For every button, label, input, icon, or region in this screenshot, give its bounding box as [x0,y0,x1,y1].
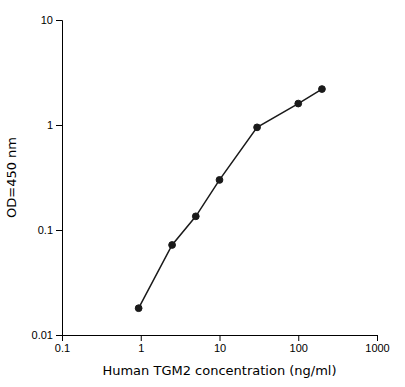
data-point [216,177,223,184]
x-tick-label: 100 [290,342,308,354]
x-axis-title: Human TGM2 concentration (ng/ml) [102,363,336,378]
y-tick: 0.01 [32,329,62,341]
x-tick-label: 1 [138,342,144,354]
x-tick-mark [377,335,378,341]
y-tick: 0.1 [38,224,62,236]
y-tick-mark [56,230,62,231]
y-axis-line [56,21,63,336]
x-tick-mark [298,335,299,341]
x-tick: 10 [214,335,226,354]
x-tick-label: 1000 [365,342,389,354]
y-tick-mark [56,125,62,126]
x-tick-label: 10 [214,342,226,354]
chart-svg: 0.111010010000.010.1110Human TGM2 concen… [0,0,405,387]
x-tick-mark [220,335,221,341]
data-layer [135,86,325,312]
data-point [169,242,176,249]
data-point [254,124,261,131]
data-point [319,86,326,93]
x-axis-line [63,336,378,342]
x-tick-label: 0.1 [55,342,70,354]
y-tick: 1 [47,119,62,131]
plot-area: 0.111010010000.010.1110 [32,14,390,354]
y-tick: 10 [41,14,62,26]
x-tick-mark [141,335,142,341]
data-point [192,213,199,220]
y-tick-label: 0.01 [32,329,53,341]
y-tick-label: 0.1 [38,224,53,236]
data-line [139,89,322,308]
y-axis-title: OD=450 nm [4,137,19,218]
x-tick: 0.1 [55,335,70,354]
y-tick-label: 10 [41,14,53,26]
y-tick-mark [56,20,62,21]
data-point [295,100,302,107]
y-tick-label: 1 [47,119,53,131]
x-tick: 100 [290,335,308,354]
y-axis: 0.01 0.1 1 10 [32,14,63,341]
chart-container: 0.111010010000.010.1110Human TGM2 concen… [0,0,405,387]
x-tick: 1 [138,335,144,354]
y-tick-mark [56,335,62,336]
data-point [135,305,142,312]
x-axis: 0.1 1 10 100 1000 [55,335,390,354]
x-tick: 1000 [365,335,389,354]
